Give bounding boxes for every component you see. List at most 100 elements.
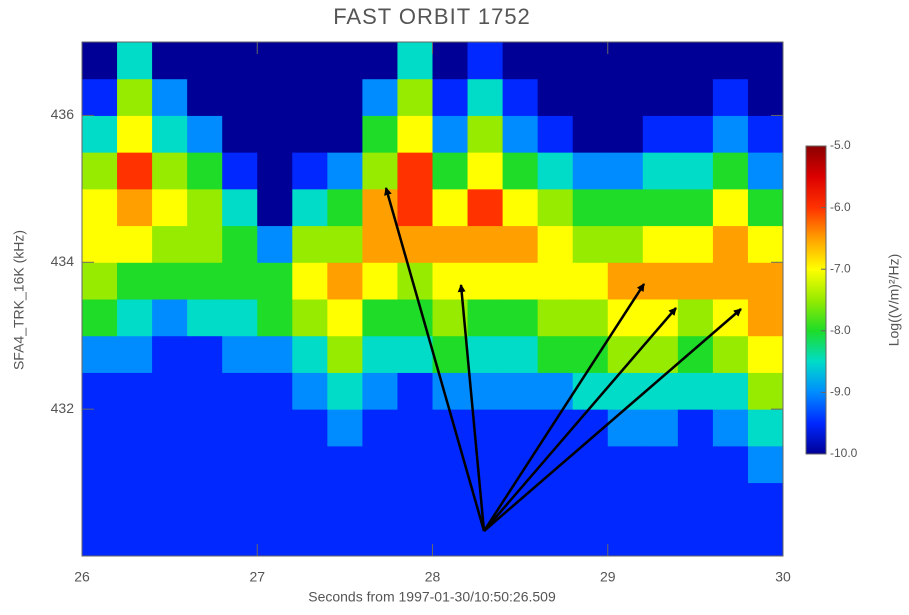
cell [572, 78, 609, 116]
cell [292, 225, 328, 263]
cell [467, 372, 504, 410]
cell [222, 152, 258, 190]
cell [292, 482, 328, 520]
cell [222, 445, 258, 484]
cell [712, 409, 749, 447]
cell [677, 372, 714, 410]
x-axis-label: Seconds from 1997-01-30/10:50:26.509 [308, 589, 556, 605]
cell [152, 225, 188, 263]
cell [747, 42, 784, 80]
cell [82, 262, 118, 300]
cell [257, 188, 293, 227]
cell [292, 115, 328, 153]
cell [607, 225, 644, 263]
cell [572, 188, 609, 227]
cell [397, 482, 433, 520]
cell [152, 372, 188, 410]
cell [747, 299, 784, 337]
cell [502, 372, 539, 410]
cell [747, 482, 784, 520]
cell [572, 445, 609, 484]
cell [642, 445, 679, 484]
cell [327, 78, 363, 116]
cell [677, 262, 714, 300]
cell [572, 42, 609, 80]
cell [712, 225, 749, 263]
cell [152, 188, 188, 227]
cell [607, 409, 644, 447]
cell [642, 482, 679, 520]
cell [152, 519, 188, 557]
cell [642, 78, 679, 116]
cell [187, 299, 223, 337]
cell [82, 482, 118, 520]
cell [572, 372, 609, 410]
cell [117, 409, 153, 447]
cell [537, 335, 574, 373]
cell [82, 445, 118, 484]
cell [572, 482, 609, 520]
cell [712, 78, 749, 116]
cell [642, 519, 679, 557]
cell [712, 262, 749, 300]
cell [327, 42, 363, 80]
cell [467, 115, 504, 153]
cell [747, 519, 784, 557]
cell [82, 519, 118, 557]
cell [222, 225, 258, 263]
cell [747, 78, 784, 116]
cell [362, 78, 398, 116]
cell [257, 409, 293, 447]
cell [642, 299, 679, 337]
cell [607, 115, 644, 153]
cell [677, 335, 714, 373]
cell [537, 152, 574, 190]
cell [537, 299, 574, 337]
cell [607, 42, 644, 80]
arrow [483, 308, 742, 532]
cell [292, 445, 328, 484]
cell [187, 482, 223, 520]
cell [537, 519, 574, 557]
arrow [483, 307, 677, 532]
cell [432, 188, 469, 227]
colorbar [805, 145, 827, 455]
cell [467, 299, 504, 337]
cell [222, 42, 258, 80]
cell [712, 152, 749, 190]
colorbar-tick-label: -8.0 [830, 323, 851, 337]
cell [152, 262, 188, 300]
cell [607, 372, 644, 410]
cell [747, 335, 784, 373]
x-tick-label: 29 [600, 569, 616, 585]
cell [117, 299, 153, 337]
cell [537, 262, 574, 300]
cell [712, 42, 749, 80]
cell [467, 445, 504, 484]
cell [397, 152, 433, 190]
cell [397, 519, 433, 557]
cell [187, 519, 223, 557]
cell [677, 152, 714, 190]
cell [257, 335, 293, 373]
cell [327, 188, 363, 227]
cell [677, 409, 714, 447]
cell [397, 372, 433, 410]
cell [607, 519, 644, 557]
cell [257, 115, 293, 153]
cell [257, 78, 293, 116]
cell [432, 225, 469, 263]
cell [677, 299, 714, 337]
cell [292, 78, 328, 116]
cell [397, 335, 433, 373]
cell [642, 225, 679, 263]
cell [572, 262, 609, 300]
cell [222, 299, 258, 337]
cell [537, 225, 574, 263]
cell [502, 409, 539, 447]
cell [677, 225, 714, 263]
cell [397, 188, 433, 227]
cell [467, 42, 504, 80]
cell [502, 188, 539, 227]
cell [502, 225, 539, 263]
